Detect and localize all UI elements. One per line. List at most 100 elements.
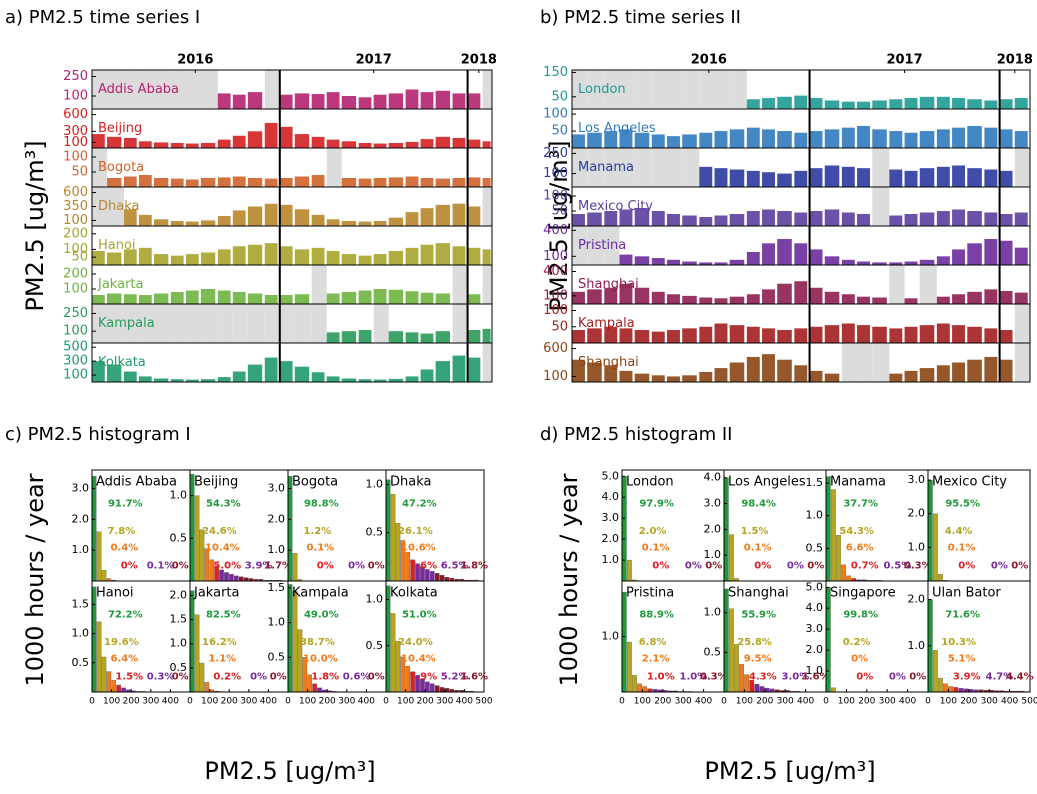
panel-name: Pristina [578,238,626,253]
y-axis-label: 1000 hours / year [555,473,583,686]
y-tick-label: 350 [63,199,88,214]
histogram-bar [759,686,765,693]
share-label: 0% [889,671,906,682]
series-bar [107,364,122,382]
series-bar [904,170,918,187]
series-bar [341,254,357,265]
series-bar [857,261,870,265]
series-bar [714,168,728,187]
panel-name: Kolkata [390,586,438,601]
series-bar [420,139,434,148]
histogram-bar [287,584,293,693]
x-tick-label: 0 [619,697,625,707]
series-bar [729,214,745,226]
y-tick-label: 100 [543,303,568,318]
x-tick-label: 200 [858,697,875,707]
series-bar [952,294,966,304]
y-tick-label: 2.0 [72,512,90,525]
series-bar [247,293,263,304]
panel-name: Bogota [98,160,144,175]
series-bar [841,323,855,343]
missing-data [452,265,468,304]
panel-name: Beijing [98,121,142,136]
y-tick-label: 1.5 [268,581,286,594]
x-tick-label: 400 [260,697,277,707]
y-tick-label: 5.0 [602,469,620,482]
series-bar [904,214,918,226]
x-axis-label: PM2.5 [ug/m³] [204,757,375,785]
series-bar [714,262,728,265]
series-bar [651,331,665,343]
share-label: 0.2% [213,671,241,682]
x-axis-label: PM2.5 [ug/m³] [704,757,875,785]
missing-data [123,304,139,343]
histogram-bar [927,479,933,582]
series-bar [482,141,491,148]
panel-name: London [578,82,626,97]
series-bar [729,362,745,382]
series-bar [904,298,918,304]
series-bar [388,93,404,109]
histogram-bar [194,614,200,693]
series-bar [138,214,152,226]
series-bar [1014,292,1028,304]
missing-data [138,304,154,343]
x-tick-label: 300 [675,697,692,707]
missing-data [482,343,492,382]
panel-name: Addis Ababa [98,82,179,97]
series-bar [762,129,775,148]
histogram-bar [444,576,450,582]
y-tick-label: 600 [543,341,568,356]
series-bar [123,209,137,226]
series-bar [217,139,231,148]
missing-data [572,70,588,109]
series-bar [482,178,491,187]
share-label: 0% [787,560,804,571]
missing-data [604,148,620,187]
share-label: 98.4% [741,498,776,509]
missing-data [1014,304,1030,343]
series-bar [999,330,1013,343]
histogram-bar [836,535,841,582]
series-bar [587,289,602,304]
missing-data [619,148,635,187]
share-label: 0% [172,671,189,682]
share-label: 0% [121,560,138,571]
series-bar [777,359,792,382]
histogram-bar [96,531,102,582]
series-bar [889,373,903,382]
series-bar [746,170,760,187]
histogram-bar [728,534,734,582]
series-bar [967,359,982,382]
share-label: 4.4% [945,526,973,537]
panel-name: Los Angeles [728,475,806,490]
y-tick-label: 300 [63,354,88,369]
x-tick-label: 400 [797,697,814,707]
series-bar [217,93,231,109]
share-label: 1.6% [802,671,830,682]
missing-data [482,70,492,109]
share-label: 47.2% [402,498,437,509]
share-label: 99.8% [843,609,878,620]
histogram-bar [312,683,317,693]
histogram-bar [754,683,760,693]
histogram-bar [958,688,964,693]
panel-name: London [626,475,674,490]
missing-data [92,70,108,109]
share-label: 7.8% [108,526,136,537]
x-tick-label: 400 [695,697,712,707]
histogram-bar [632,675,637,693]
share-label: 6.4% [110,654,138,665]
histogram-bar [434,685,440,693]
missing-data [604,70,620,109]
x-tick-label: 2017 [886,53,922,68]
series-bar [341,378,357,382]
share-label: 4.4% [1006,671,1034,682]
y-tick-label: 0.5 [170,531,188,544]
histogram-bar [106,671,112,693]
series-bar [794,281,808,304]
series-bar [794,95,808,109]
share-label: 1.0% [647,671,675,682]
series-bar [857,101,870,109]
x-tick-label: 100 [299,697,316,707]
